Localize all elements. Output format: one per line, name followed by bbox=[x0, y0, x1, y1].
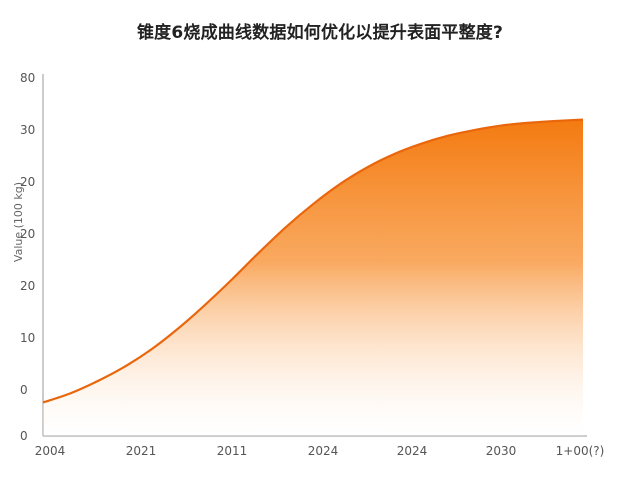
y-axis-label: Value (100 kg) bbox=[12, 182, 25, 262]
x-tick-label: 2030 bbox=[486, 444, 517, 458]
x-tick-label: 2021 bbox=[126, 444, 157, 458]
series-line bbox=[42, 118, 584, 404]
x-tick-label: 2024 bbox=[308, 444, 339, 458]
y-tick-label: 30 bbox=[20, 123, 35, 137]
y-tick-label: 20 bbox=[20, 227, 35, 241]
x-tick-label: 2011 bbox=[217, 444, 248, 458]
area-fill bbox=[43, 119, 583, 437]
chart-title: 锥度6烧成曲线数据如何优化以提升表面平整度? bbox=[136, 23, 504, 43]
y-tick-label: 80 bbox=[20, 71, 35, 85]
y-tick-label: 20 bbox=[20, 279, 35, 293]
area-layer bbox=[42, 118, 584, 437]
x-tick-label: 1+00(?) bbox=[556, 444, 605, 458]
y-axis-label-group: Value (100 kg) bbox=[12, 182, 25, 262]
y-tick-label: 0 bbox=[20, 383, 28, 397]
x-tick-label: 2004 bbox=[35, 444, 66, 458]
y-tick-label: 10 bbox=[20, 331, 35, 345]
y-tick-label: 0 bbox=[20, 429, 28, 443]
y-tick-label: 20 bbox=[20, 175, 35, 189]
x-tick-label: 2024 bbox=[397, 444, 428, 458]
